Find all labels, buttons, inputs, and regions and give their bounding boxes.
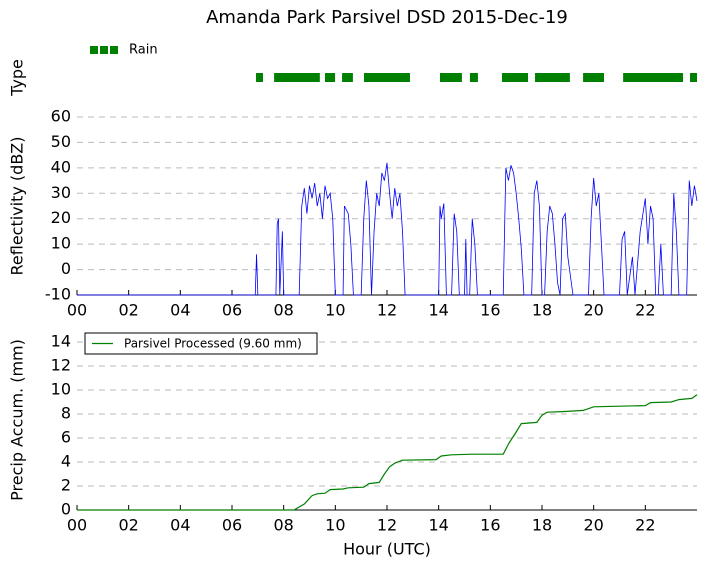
legend-label: Rain <box>129 43 158 58</box>
x-tick-label: 04 <box>170 516 190 535</box>
rain-segment <box>325 73 336 82</box>
rain-segment <box>690 73 697 82</box>
y-tick-label: 0 <box>61 500 71 519</box>
x-tick-label: 08 <box>273 301 293 320</box>
x-tick-label: 00 <box>67 516 87 535</box>
y-tick-label: 10 <box>51 234 71 253</box>
legend-marker <box>90 46 98 54</box>
x-tick-label: 00 <box>67 301 87 320</box>
y-tick-label: 30 <box>51 183 71 202</box>
y-tick-label: 40 <box>51 157 71 176</box>
y-tick-label: 60 <box>51 107 71 126</box>
x-tick-label: 04 <box>170 301 190 320</box>
y-tick-label: 12 <box>51 356 71 375</box>
x-tick-label: 10 <box>325 516 345 535</box>
x-tick-label: 12 <box>377 301 397 320</box>
x-tick-label: 20 <box>583 301 603 320</box>
rain-segment <box>342 73 353 82</box>
x-tick-label: 12 <box>377 516 397 535</box>
x-tick-label: 16 <box>480 301 500 320</box>
y-tick-label: 4 <box>61 452 71 471</box>
legend-label: Parsivel Processed (9.60 mm) <box>124 337 302 351</box>
y-tick-label: 6 <box>61 428 71 447</box>
x-tick-label: 18 <box>532 516 552 535</box>
data-line <box>77 394 698 511</box>
y-axis-label: Precip Accum. (mm) <box>8 339 27 501</box>
y-axis-label: Reflectivity (dBZ) <box>8 137 27 276</box>
rain-segment <box>535 73 570 82</box>
x-tick-label: 16 <box>480 516 500 535</box>
y-tick-label: 14 <box>51 332 71 351</box>
data-line <box>77 162 698 296</box>
x-axis-label: Hour (UTC) <box>343 540 431 559</box>
x-tick-label: 18 <box>532 301 552 320</box>
y-tick-label: -10 <box>45 285 71 304</box>
rain-segment <box>501 73 529 82</box>
x-tick-label: 22 <box>635 516 655 535</box>
legend-marker <box>100 46 108 54</box>
x-tick-label: 14 <box>428 301 448 320</box>
chart-title: Amanda Park Parsivel DSD 2015-Dec-19 <box>206 7 568 28</box>
x-tick-label: 22 <box>635 301 655 320</box>
y-tick-label: 10 <box>51 380 71 399</box>
y-tick-label: 2 <box>61 476 71 495</box>
y-tick-label: 50 <box>51 132 71 151</box>
rain-segment <box>583 73 604 82</box>
x-tick-label: 06 <box>222 301 242 320</box>
legend-marker <box>110 46 118 54</box>
x-tick-label: 14 <box>428 516 448 535</box>
x-tick-label: 02 <box>118 516 138 535</box>
rain-segment <box>469 73 478 82</box>
y-tick-label: 8 <box>61 404 71 423</box>
x-tick-label: 10 <box>325 301 345 320</box>
rain-segment <box>439 73 462 82</box>
y-tick-label: 20 <box>51 208 71 227</box>
y-tick-label: 0 <box>61 259 71 278</box>
rain-segment <box>364 73 410 82</box>
legend-box <box>84 332 318 355</box>
y-axis-label: Type <box>8 59 27 97</box>
x-tick-label: 06 <box>222 516 242 535</box>
rain-segment <box>256 73 263 82</box>
rain-segment <box>623 73 684 82</box>
x-tick-label: 20 <box>583 516 603 535</box>
rain-segment <box>274 73 320 82</box>
x-tick-label: 08 <box>273 516 293 535</box>
x-tick-label: 02 <box>118 301 138 320</box>
